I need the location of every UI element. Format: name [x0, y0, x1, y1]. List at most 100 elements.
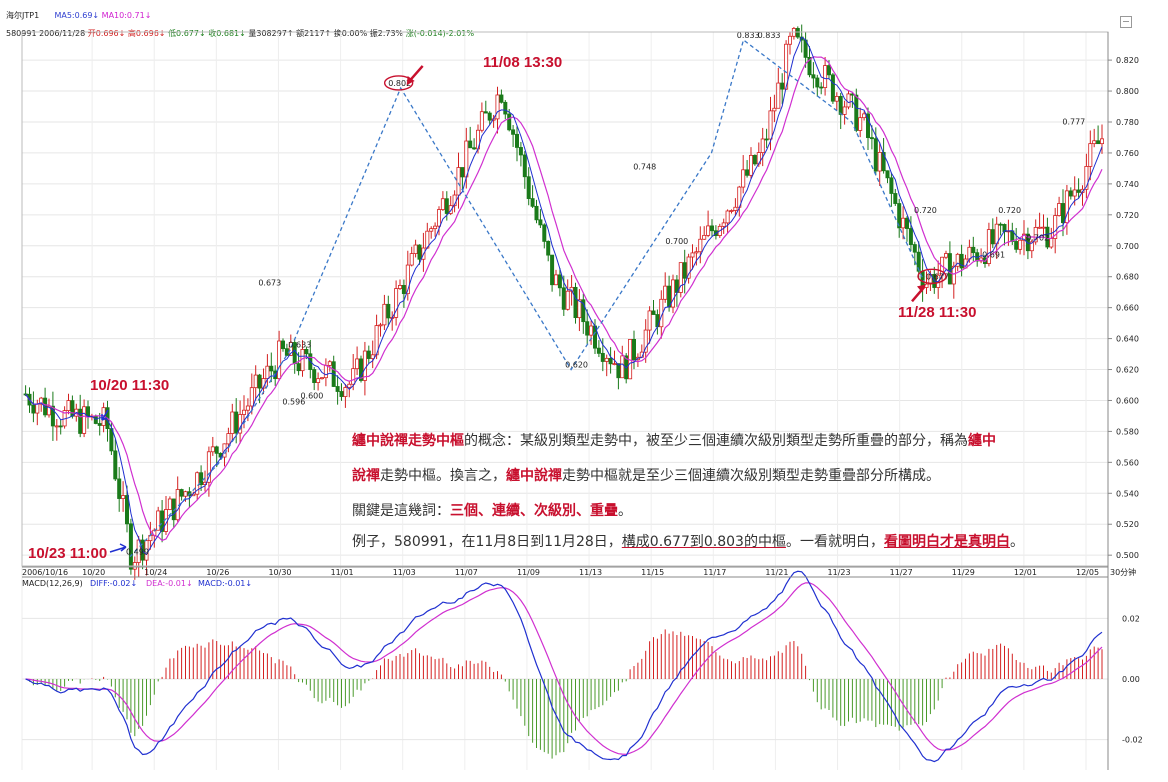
price-tick-label: 0.700 — [1116, 242, 1139, 251]
price-point-label: 0.802 — [388, 79, 411, 88]
candle-body — [557, 274, 562, 289]
candle-body — [866, 113, 871, 138]
candle-body — [1033, 227, 1038, 243]
candle-body — [877, 152, 882, 172]
candle-body — [858, 117, 863, 131]
candle-body — [31, 404, 36, 414]
text-span: 走勢中樞就是至少三個連續次級別類型走勢重疊部分所構成。 — [562, 468, 940, 484]
price-tick-label: 0.780 — [1116, 118, 1139, 127]
candle-body — [409, 253, 414, 266]
candle-body — [518, 147, 523, 156]
price-point-label: 0.720 — [998, 206, 1021, 215]
candle-body — [846, 93, 851, 108]
price-point-label: 0.596 — [282, 398, 305, 407]
candle-body — [495, 94, 500, 120]
candle-body — [269, 365, 274, 372]
candle-body — [815, 77, 820, 88]
candle-body — [1100, 138, 1105, 145]
candle-body — [97, 423, 102, 426]
candle-body — [620, 355, 625, 379]
paragraph-line-1: 纏中說禪走勢中樞的概念：某級別類型走勢中，被至少三個連續次級別類型走勢所重疊的部… — [352, 430, 996, 450]
term-highlight: 纏中 — [968, 433, 996, 449]
candle-body — [842, 106, 847, 115]
candle-body — [616, 363, 621, 379]
price-point-label: 0.748 — [633, 163, 656, 172]
annotation-arrowhead — [917, 284, 927, 293]
candle-body — [417, 244, 422, 260]
change-readout: 涨(-0.014)-2.01% — [405, 29, 475, 38]
candle-body — [671, 279, 676, 308]
amount-readout: 额2117↑ — [296, 29, 332, 38]
candle-body — [830, 74, 835, 102]
candle-body — [561, 287, 566, 310]
candle-body — [312, 369, 317, 383]
candle-body — [1053, 215, 1058, 239]
candle-body — [1096, 140, 1101, 145]
candle-body — [413, 244, 418, 254]
candle-body — [296, 363, 301, 372]
candle-body — [1037, 226, 1042, 229]
candle-body — [526, 176, 531, 199]
candle-body — [113, 450, 118, 480]
candle-body — [1041, 226, 1046, 229]
candle-body — [745, 169, 750, 176]
candle-body — [1018, 239, 1023, 250]
price-tick-label: 0.580 — [1116, 427, 1139, 436]
chart-header-ma: 海尔JTP1 MA5:0.69↓ MA10:0.71↓ — [6, 10, 151, 21]
candle-body — [971, 246, 976, 254]
candle-body — [35, 403, 40, 414]
paragraph-line-3: 關鍵是這幾詞：三個、連續、次級別、重疊。 — [352, 500, 632, 520]
candle-body — [370, 354, 375, 359]
candle-body — [125, 495, 130, 525]
candle-body — [908, 228, 913, 245]
candle-body — [319, 377, 324, 380]
text-span: 走勢中樞。換言之， — [380, 468, 506, 484]
date-tick-label: 11/23 — [828, 568, 851, 577]
candle-body — [690, 252, 695, 258]
candle-body — [156, 510, 161, 531]
candle-body — [382, 303, 387, 326]
candle-body — [511, 129, 516, 135]
candle-body — [179, 489, 184, 497]
low-readout: 低0.677↓ — [168, 29, 206, 38]
ma5-readout: MA5:0.69↓ — [54, 11, 100, 20]
candle-body — [534, 205, 539, 221]
date-tick-label: 10/26 — [206, 568, 229, 577]
candle-body — [990, 229, 995, 245]
paragraph-line-4: 例子，580991，在11月8日到11月28日，構成0.677到0.803的中樞… — [352, 531, 1024, 551]
candle-body — [160, 510, 165, 532]
candle-body — [343, 387, 348, 397]
price-tick-label: 0.660 — [1116, 304, 1139, 313]
close-readout: 收0.681↓ — [208, 29, 246, 38]
candle-body — [167, 498, 172, 510]
price-tick-label: 0.820 — [1116, 56, 1139, 65]
candle-body — [366, 350, 371, 359]
candle-body — [78, 408, 83, 434]
annotation-1108: 11/08 13:30 — [483, 54, 563, 71]
price-point-label: 0.499 — [126, 548, 149, 557]
candle-body — [834, 96, 839, 102]
minimize-icon[interactable] — [1120, 16, 1132, 28]
candle-body — [608, 357, 613, 365]
candle-body — [542, 224, 547, 242]
price-tick-label: 0.640 — [1116, 335, 1139, 344]
price-tick-label: 0.740 — [1116, 180, 1139, 189]
candle-body — [901, 217, 906, 229]
candle-body — [733, 206, 738, 211]
candle-body — [304, 349, 309, 355]
candle-body — [429, 228, 434, 232]
candle-body — [749, 154, 754, 176]
candle-body — [589, 325, 594, 336]
candle-body — [741, 169, 746, 188]
candle-body — [358, 358, 363, 381]
dea-line — [25, 582, 1103, 756]
date-tick-label: 11/13 — [579, 568, 602, 577]
candle-body — [464, 140, 469, 178]
candle-body — [503, 101, 508, 115]
candle-body — [663, 285, 668, 300]
term-highlight: 三個、連續、次級別、重疊 — [450, 503, 618, 519]
blue-arrow — [101, 409, 109, 421]
candle-body — [339, 391, 344, 397]
candle-body — [768, 110, 773, 140]
